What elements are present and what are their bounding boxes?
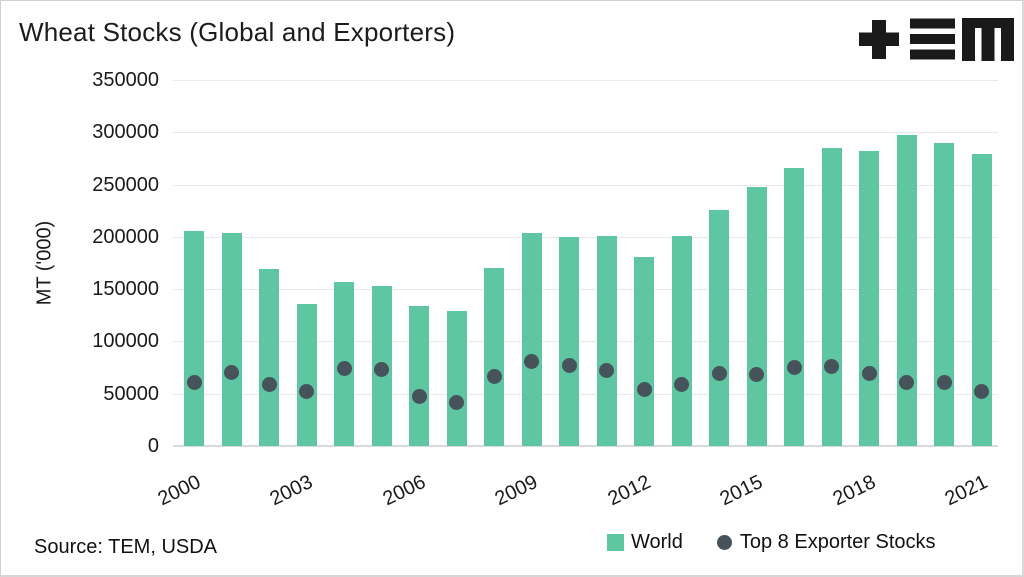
exporter-dot-2004 (336, 361, 352, 377)
x-tick-label: 2015 (716, 471, 767, 511)
legend-world-swatch (607, 533, 624, 551)
bar-world-2017 (821, 147, 842, 446)
exporter-dot-2008 (486, 369, 502, 385)
exporter-dot-2007 (449, 394, 464, 410)
source-note: Source: TEM, USDA (34, 536, 218, 558)
y-gridline (173, 236, 998, 238)
bar-world-2010 (559, 236, 579, 446)
exporter-dot-2014 (711, 366, 727, 382)
exporter-dot-2013 (674, 376, 689, 392)
logo-m-leg (1001, 18, 1014, 61)
exporter-dot-2021 (974, 384, 989, 400)
y-tick-label: 250000 (92, 173, 159, 196)
exporter-dot-2015 (749, 367, 764, 383)
exporter-dot-2006 (411, 389, 427, 405)
bar-world-2013 (671, 235, 692, 446)
logo-equals-bar (910, 49, 955, 60)
legend-top8-swatch (716, 534, 732, 550)
exporter-dot-2012 (636, 382, 652, 398)
y-gridline (173, 80, 998, 81)
y-gridline (173, 184, 998, 186)
exporter-dot-2016 (786, 360, 802, 376)
x-tick-label: 2009 (491, 471, 542, 511)
y-gridline (173, 341, 998, 343)
x-tick-label: 2006 (379, 471, 429, 511)
logo-m-leg (981, 18, 995, 61)
logo-plus-horizontal (859, 32, 899, 46)
bar-world-2020 (934, 142, 954, 446)
x-axis-baseline (173, 445, 998, 447)
bar-world-2000 (184, 230, 204, 446)
bar-world-2021 (971, 154, 992, 446)
y-gridline (173, 289, 998, 291)
logo-equals-bar (910, 18, 955, 29)
bar-world-2009 (521, 232, 542, 446)
bar-world-2007 (446, 311, 467, 446)
y-tick-label: 300000 (92, 121, 159, 144)
logo-equals-bar (910, 34, 955, 44)
x-tick-label: 2018 (829, 471, 879, 511)
y-tick-label: 50000 (103, 382, 159, 405)
bar-world-2019 (896, 135, 917, 446)
bar-world-2006 (409, 305, 429, 446)
x-tick-label: 2000 (154, 471, 204, 511)
bar-world-2003 (296, 303, 317, 446)
x-tick-label: 2012 (604, 471, 654, 511)
exporter-dot-2001 (224, 365, 239, 381)
bar-world-2015 (746, 186, 767, 446)
bar-world-2002 (259, 269, 279, 446)
exporter-dot-2017 (824, 359, 839, 375)
y-tick-label: 200000 (92, 225, 159, 248)
x-tick-label: 2003 (266, 471, 317, 511)
exporter-dot-2020 (936, 374, 952, 390)
y-tick-label: 0 (147, 435, 159, 457)
legend: World Top 8 Exporter Stocks (607, 529, 936, 555)
bar-world-2001 (221, 232, 242, 446)
bar-world-2018 (859, 151, 879, 446)
y-tick-label: 150000 (92, 278, 159, 301)
chart-title: Wheat Stocks (Global and Exporters) (19, 17, 456, 47)
logo-m-leg (962, 18, 975, 61)
exporter-dot-2005 (374, 362, 389, 378)
exporter-dot-2019 (899, 374, 914, 390)
y-gridline (173, 393, 998, 395)
legend-top8-label: Top 8 Exporter Stocks (739, 530, 936, 553)
y-gridline (173, 132, 998, 134)
bar-world-2014 (709, 209, 729, 446)
exporter-dot-2002 (261, 376, 277, 392)
tem-logo (859, 18, 1014, 61)
y-tick-label: 100000 (92, 330, 159, 353)
y-tick-label: 350000 (92, 69, 159, 91)
exporter-dot-2010 (561, 357, 577, 373)
exporter-dot-2011 (599, 363, 614, 379)
bar-world-2016 (784, 167, 804, 446)
x-tick-label: 2021 (941, 471, 992, 511)
exporter-dot-2009 (524, 353, 539, 369)
exporter-dot-2000 (186, 374, 202, 390)
bar-world-2011 (596, 235, 617, 446)
bar-world-2008 (484, 268, 504, 446)
legend-world-label: World (631, 530, 683, 553)
bar-world-2012 (634, 256, 654, 446)
exporter-dot-2018 (861, 366, 877, 382)
exporter-dot-2003 (299, 384, 314, 400)
